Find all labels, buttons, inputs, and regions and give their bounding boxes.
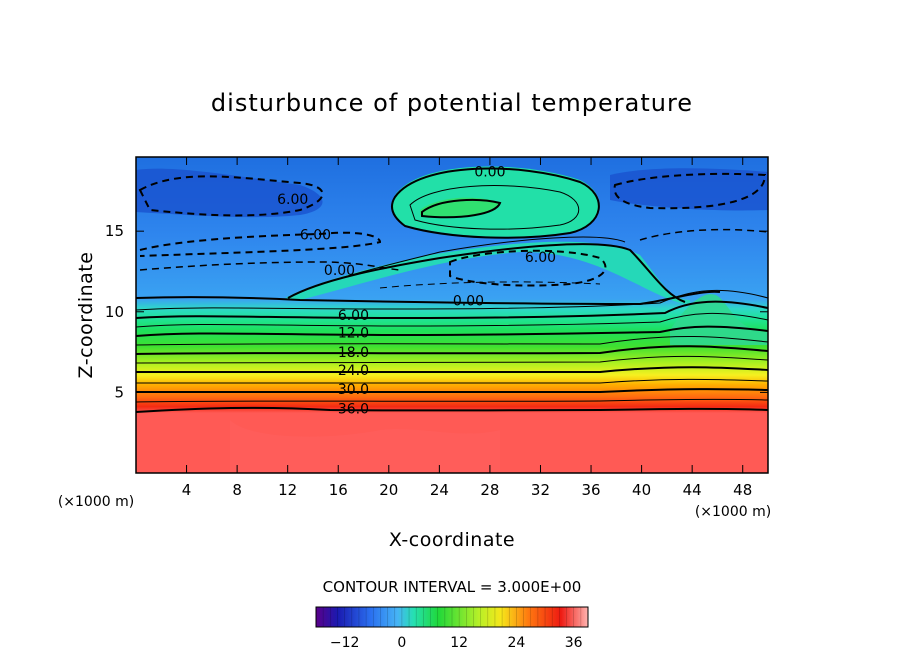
plot-area [136, 157, 768, 473]
neg-contour-upper-right [613, 172, 767, 210]
x-tick-label: 32 [531, 481, 550, 499]
field-tilted-band [285, 241, 690, 305]
x-tick-label: 16 [329, 481, 348, 499]
neg-contour-right-lower [639, 228, 769, 241]
x-tick-label: 4 [182, 481, 192, 499]
x-unit-left: (×1000 m) [58, 494, 134, 510]
contour-0 [135, 290, 721, 306]
x-tick-label: 24 [430, 481, 449, 499]
neg-contour-upper-left [138, 175, 324, 217]
neg-contour-center-cell [449, 249, 607, 287]
contour-label: 0.00 [474, 165, 505, 181]
contour-36 [135, 406, 769, 413]
y-tick-labels: 5 10 15 [105, 222, 124, 401]
contour-6-upper [421, 198, 502, 219]
contour-24 [135, 366, 769, 374]
neg-contour-lower-left [139, 261, 401, 271]
x-tick-label: 20 [379, 481, 398, 499]
contour-interval-text: CONTOUR INTERVAL = 3.000E+00 [323, 578, 582, 596]
colorbar-tick-label: 24 [508, 635, 526, 651]
colorbar-tick-labels: −12 0 12 24 36 [330, 635, 583, 651]
x-unit-right: (×1000 m) [695, 504, 771, 520]
contour-12 [135, 325, 769, 337]
x-tick-label: 12 [278, 481, 297, 499]
field-warm-core [420, 197, 500, 217]
contour-label: 30.0 [338, 382, 369, 398]
contour-9 [135, 312, 769, 328]
contour-label: 24.0 [338, 363, 369, 379]
colorbar-tick-label: 36 [565, 635, 583, 651]
contour-labels: 0.00 6.00 6.00 6.00 0.00 0.00 6.00 12.0 18.0 24.0… [277, 165, 556, 418]
contour-label: 36.0 [338, 402, 369, 418]
x-tick-label: 28 [480, 481, 499, 499]
y-tick-label: 5 [114, 383, 124, 401]
plot-frame [135, 156, 769, 474]
field-lower-blob [230, 420, 500, 473]
colorbar-tick-label: 0 [397, 635, 406, 651]
contour-label: 6.00 [277, 192, 308, 208]
contour-label: 0.00 [453, 293, 484, 309]
contour-21 [135, 355, 769, 364]
y-tick-label: 10 [105, 303, 124, 321]
colorbar-tick-label: −12 [330, 635, 360, 651]
x-tick-label: 36 [581, 481, 600, 499]
contour-label: 12.0 [338, 326, 369, 342]
field-ridge-right [670, 294, 768, 345]
contour-0-tilted-inner [299, 236, 626, 293]
x-tick-label: 8 [232, 481, 242, 499]
colorbar: −12 0 12 24 36 [315, 606, 589, 651]
neg-contour-mid-left [139, 231, 382, 257]
field-cold-region-right [610, 168, 768, 211]
contour-15 [135, 335, 769, 346]
chart-title: disturbunce of potential temperature [211, 89, 693, 117]
colorbar-tick-label: 12 [450, 635, 468, 651]
contour-label: 6.00 [300, 227, 331, 243]
colorbar-segment-lines [315, 607, 589, 627]
y-axis-label: Z-coordinate [75, 252, 97, 379]
contour-lines [135, 167, 769, 413]
negative-contours [138, 172, 769, 289]
field-cold-region-left [136, 168, 323, 218]
x-tick-label: 48 [733, 481, 752, 499]
contour-27 [135, 378, 769, 384]
y-tick-label: 15 [105, 222, 124, 240]
x-tick-labels: 4 8 12 16 20 24 28 32 36 40 44 48 [182, 481, 752, 499]
contour-0-upper [391, 167, 600, 239]
x-axis-label: X-coordinate [389, 529, 515, 551]
contour-label: 0.00 [324, 263, 355, 279]
contour-label: 18.0 [338, 345, 369, 361]
contour-33 [135, 398, 769, 403]
contour-6 [135, 300, 769, 320]
contour-3-upper [409, 185, 580, 230]
contour-30 [135, 388, 769, 394]
colorbar-gradient [315, 606, 589, 628]
x-tick-label: 40 [632, 481, 651, 499]
contour-3 [135, 289, 769, 311]
y-tick-marks [136, 230, 768, 393]
contour-label: 6.00 [525, 250, 556, 266]
contour-label: 6.00 [338, 308, 369, 324]
x-tick-marks [186, 157, 744, 473]
contour-18 [135, 345, 769, 355]
neg-contour-zero-band [379, 281, 601, 289]
x-tick-label: 44 [683, 481, 702, 499]
